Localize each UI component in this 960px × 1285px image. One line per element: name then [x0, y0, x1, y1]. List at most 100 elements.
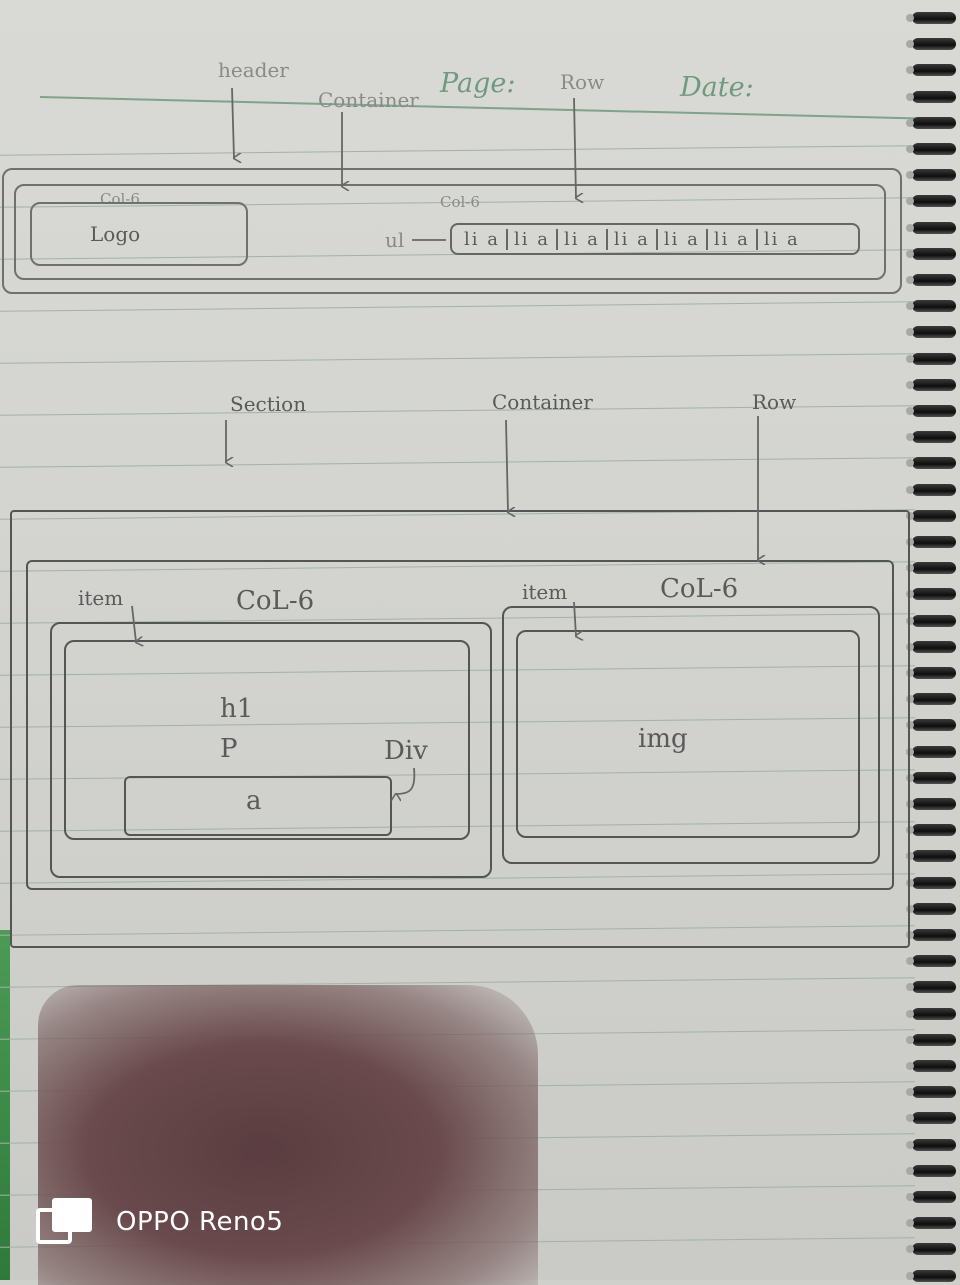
punch-hole: [906, 118, 914, 127]
punch-hole: [906, 354, 914, 363]
spiral-coil: [912, 562, 956, 575]
spiral-coil: [912, 457, 956, 470]
anchor-box: a: [124, 776, 392, 836]
punch-hole: [906, 1035, 914, 1044]
nav-item: li a: [558, 228, 608, 250]
spiral-coil: [912, 1269, 956, 1282]
punch-hole: [906, 1219, 914, 1228]
punch-hole: [906, 1193, 914, 1201]
punch-hole: [906, 1062, 914, 1070]
punch-hole: [906, 92, 914, 101]
notebook-cover-edge: [0, 930, 10, 1280]
spiral-coil: [912, 143, 956, 155]
header-col-right-label: Col-6: [440, 193, 480, 211]
punch-hole: [906, 800, 914, 808]
punch-hole: [906, 1140, 914, 1149]
spiral-coil: [912, 431, 956, 444]
spiral-coil: [912, 12, 956, 24]
punch-hole: [906, 40, 914, 49]
spiral-coil: [912, 221, 956, 234]
left-content-box: [64, 640, 470, 840]
ul-label: ul: [385, 228, 405, 252]
camera-watermark: OPPO Reno5: [36, 1198, 283, 1246]
spiral-coil: [912, 90, 956, 103]
spiral-coil: [912, 1164, 956, 1177]
div-arrow: [396, 767, 416, 794]
spiral-coil: [912, 824, 956, 837]
punch-hole: [906, 538, 914, 546]
punch-hole: [906, 66, 914, 75]
punch-hole: [906, 197, 914, 206]
spiral-coil: [912, 536, 956, 548]
date-label: Date:: [680, 72, 754, 103]
nav-item: li a: [608, 228, 658, 250]
punch-hole: [906, 223, 914, 232]
header-row-box: [14, 184, 886, 280]
punch-hole: [906, 1114, 914, 1123]
spiral-coil: [912, 1060, 956, 1072]
spiral-coil: [912, 798, 956, 810]
nav-item: li a: [508, 228, 558, 250]
spiral-coil: [912, 64, 956, 77]
spiral-coil: [912, 352, 956, 365]
section-label: Section: [230, 392, 307, 416]
section-row-box: [26, 560, 894, 890]
spiral-coil: [912, 667, 956, 679]
logo-box: Logo: [30, 202, 248, 266]
section-row-label: Row: [752, 390, 797, 414]
watermark-text: OPPO Reno5: [116, 1207, 284, 1237]
p-label: P: [220, 734, 238, 764]
punch-hole: [906, 931, 914, 939]
punch-hole: [906, 904, 914, 913]
punch-hole: [906, 171, 914, 180]
left-item-label: item: [78, 586, 124, 610]
spiral-coil: [912, 38, 956, 51]
img-label: img: [638, 724, 688, 754]
nav-item: li a: [458, 228, 508, 250]
spiral-coil: [912, 195, 956, 208]
spiral-coil: [912, 1138, 956, 1151]
spiral-coil: [912, 745, 956, 758]
nav-item: li a: [658, 228, 708, 250]
spiral-coil: [912, 1112, 956, 1125]
camera-brand-icon: [36, 1198, 92, 1246]
punch-hole: [906, 433, 914, 442]
right-item-arrow: [573, 601, 576, 636]
spiral-coil: [912, 1007, 956, 1020]
punch-hole: [906, 852, 914, 861]
section-container-label: Container: [492, 390, 593, 414]
punch-hole: [906, 669, 914, 677]
punch-hole: [906, 1166, 914, 1175]
punch-hole: [906, 145, 914, 153]
punch-hole: [906, 642, 914, 651]
header-arrow: [231, 87, 234, 158]
spiral-coil: [912, 640, 956, 653]
punch-hole: [906, 773, 914, 782]
punch-hole: [906, 695, 914, 704]
header-container-box: [2, 168, 902, 294]
spiral-coil: [912, 1086, 956, 1099]
punch-hole: [906, 564, 914, 573]
header-row-arrow: [573, 97, 576, 198]
spiral-coil: [912, 247, 956, 260]
spiral-coil: [912, 719, 956, 732]
header-row-label: Row: [560, 70, 605, 94]
punch-hole: [906, 616, 914, 625]
spiral-coil: [912, 693, 956, 706]
spiral-coil: [912, 169, 956, 182]
left-item-box: [50, 622, 492, 878]
punch-hole: [906, 1088, 914, 1097]
spiral-coil: [912, 588, 956, 601]
punch-hole: [906, 878, 914, 887]
left-item-arrow: [131, 605, 136, 642]
punch-hole: [906, 328, 914, 337]
hand-shadow: [38, 985, 538, 1285]
punch-hole: [906, 276, 914, 284]
punch-hole: [906, 983, 914, 992]
nav-item: li a: [708, 228, 758, 250]
punch-hole: [906, 957, 914, 966]
punch-hole: [906, 14, 914, 22]
spiral-coil: [912, 771, 956, 784]
spiral-coil: [912, 274, 956, 286]
